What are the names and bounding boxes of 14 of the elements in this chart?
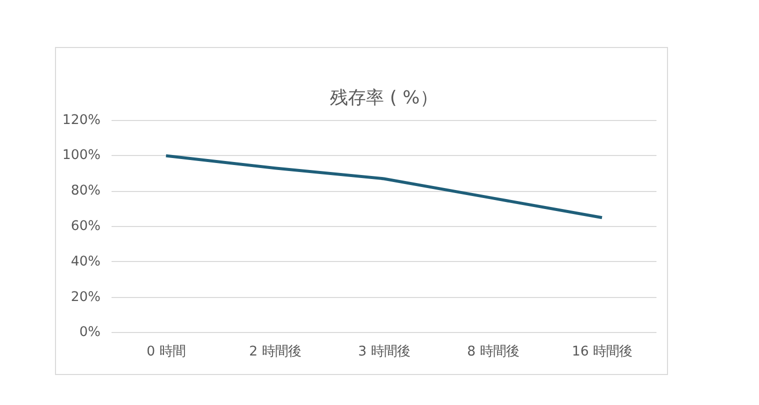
x-tick-label: 2 時間後 bbox=[249, 344, 301, 360]
chart-title: 残存率 ( %） bbox=[330, 88, 438, 108]
y-tick-label: 0% bbox=[79, 325, 101, 340]
x-tick-label: 16 時間後 bbox=[572, 344, 632, 360]
line-series bbox=[164, 154, 604, 220]
x-tick-label: 8 時間後 bbox=[467, 344, 519, 360]
x-tick-label: 0 時間 bbox=[146, 344, 186, 360]
y-tick-label: 120% bbox=[62, 112, 101, 128]
y-tick-label: 100% bbox=[62, 148, 101, 164]
x-tick-label: 3 時間後 bbox=[358, 344, 410, 360]
y-tick-label: 80% bbox=[70, 184, 100, 199]
y-tick-label: 60% bbox=[70, 219, 100, 234]
y-tick-label: 40% bbox=[70, 254, 100, 270]
y-tick-label: 20% bbox=[70, 290, 100, 305]
